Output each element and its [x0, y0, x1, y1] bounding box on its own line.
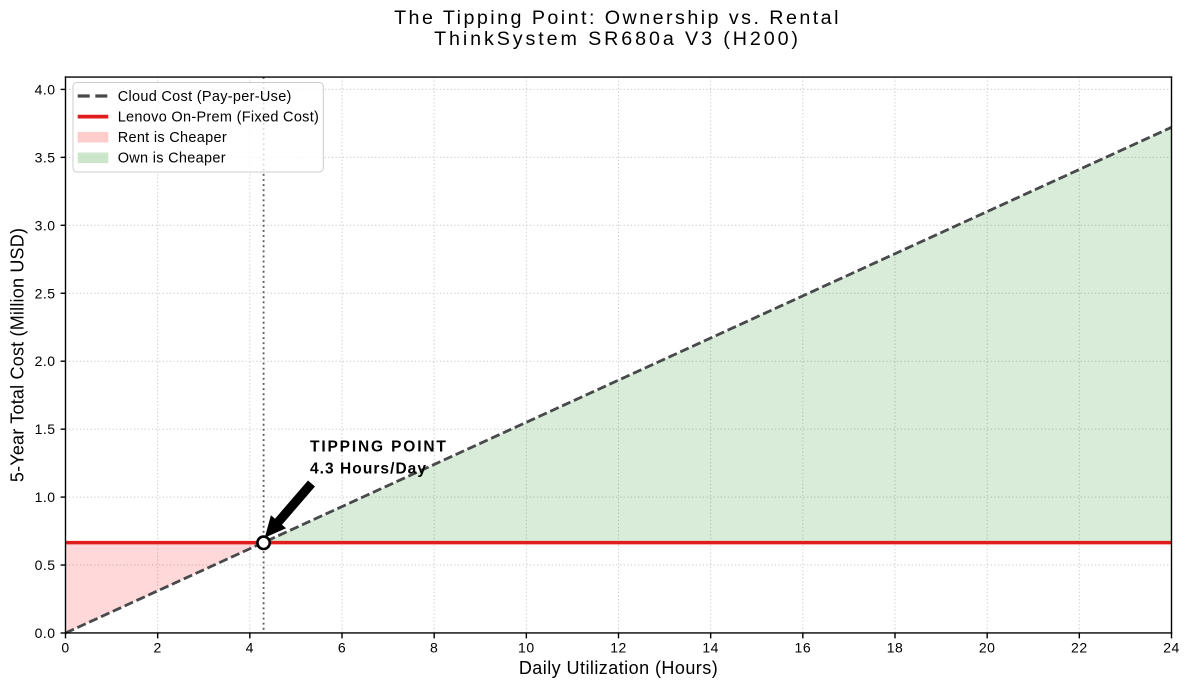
svg-text:12: 12	[610, 640, 627, 656]
svg-text:1.5: 1.5	[35, 421, 56, 437]
svg-text:2: 2	[154, 640, 162, 656]
svg-text:1.0: 1.0	[35, 489, 56, 505]
svg-text:Daily Utilization (Hours): Daily Utilization (Hours)	[519, 658, 718, 678]
svg-text:6: 6	[338, 640, 346, 656]
svg-text:20: 20	[979, 640, 996, 656]
svg-text:The Tipping Point: Ownership v: The Tipping Point: Ownership vs. Rental	[394, 7, 841, 29]
svg-text:16: 16	[795, 640, 812, 656]
svg-text:0.5: 0.5	[35, 557, 56, 573]
svg-text:24: 24	[1163, 640, 1180, 656]
svg-text:4.3 Hours/Day: 4.3 Hours/Day	[310, 461, 427, 478]
svg-text:Cloud Cost (Pay-per-Use): Cloud Cost (Pay-per-Use)	[118, 89, 292, 105]
svg-text:4: 4	[246, 640, 254, 656]
svg-text:TIPPING POINT: TIPPING POINT	[310, 438, 448, 455]
svg-text:10: 10	[518, 640, 535, 656]
svg-text:Rent is Cheaper: Rent is Cheaper	[118, 130, 227, 146]
svg-text:22: 22	[1071, 640, 1088, 656]
svg-text:Lenovo On-Prem (Fixed Cost): Lenovo On-Prem (Fixed Cost)	[118, 109, 320, 125]
svg-text:8: 8	[430, 640, 438, 656]
svg-text:2.5: 2.5	[35, 285, 56, 301]
svg-text:14: 14	[702, 640, 719, 656]
svg-text:0: 0	[61, 640, 69, 656]
svg-text:0.0: 0.0	[35, 625, 56, 641]
svg-text:3.5: 3.5	[35, 149, 56, 165]
svg-text:3.0: 3.0	[35, 217, 56, 233]
svg-text:Own is Cheaper: Own is Cheaper	[118, 151, 226, 167]
svg-text:2.0: 2.0	[35, 353, 56, 369]
svg-text:5-Year Total Cost (Million USD: 5-Year Total Cost (Million USD)	[8, 228, 28, 482]
svg-text:18: 18	[887, 640, 904, 656]
svg-text:4.0: 4.0	[35, 81, 56, 97]
svg-text:ThinkSystem SR680a V3 (H200): ThinkSystem SR680a V3 (H200)	[434, 28, 801, 50]
